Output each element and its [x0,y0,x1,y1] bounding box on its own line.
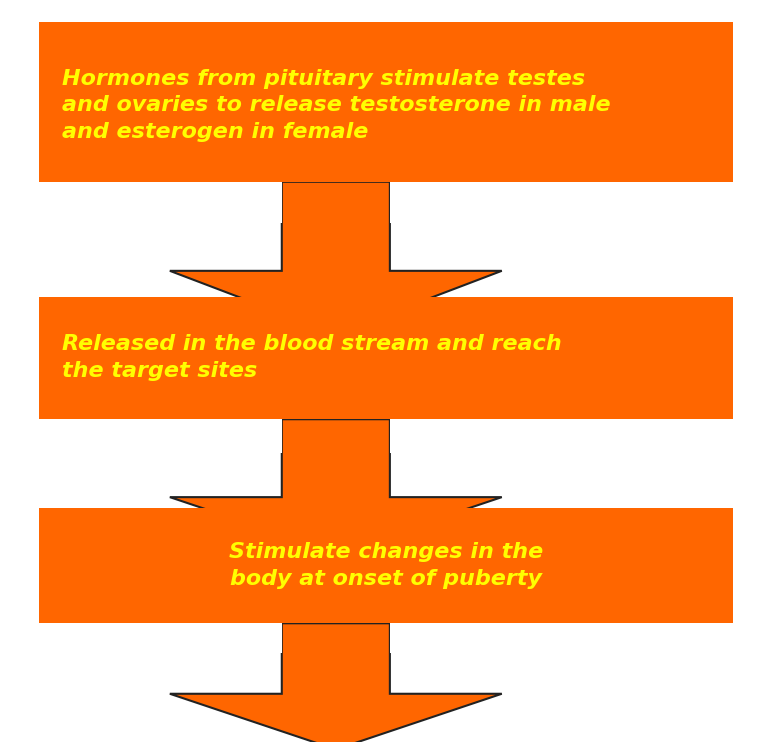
FancyBboxPatch shape [39,508,733,623]
Polygon shape [170,623,502,742]
Bar [0,182,282,223]
Polygon shape [170,182,502,334]
Bar [390,623,772,653]
Bar [390,419,772,453]
Bar [390,182,772,223]
Text: Hormones from pituitary stimulate testes
and ovaries to release testosterone in : Hormones from pituitary stimulate testes… [62,69,611,142]
Polygon shape [170,419,502,553]
Bar [0,419,282,453]
Text: Released in the blood stream and reach
the target sites: Released in the blood stream and reach t… [62,335,561,381]
Text: Stimulate changes in the
body at onset of puberty: Stimulate changes in the body at onset o… [229,542,543,588]
FancyBboxPatch shape [39,22,733,182]
FancyBboxPatch shape [39,297,733,419]
Bar [0,623,282,653]
